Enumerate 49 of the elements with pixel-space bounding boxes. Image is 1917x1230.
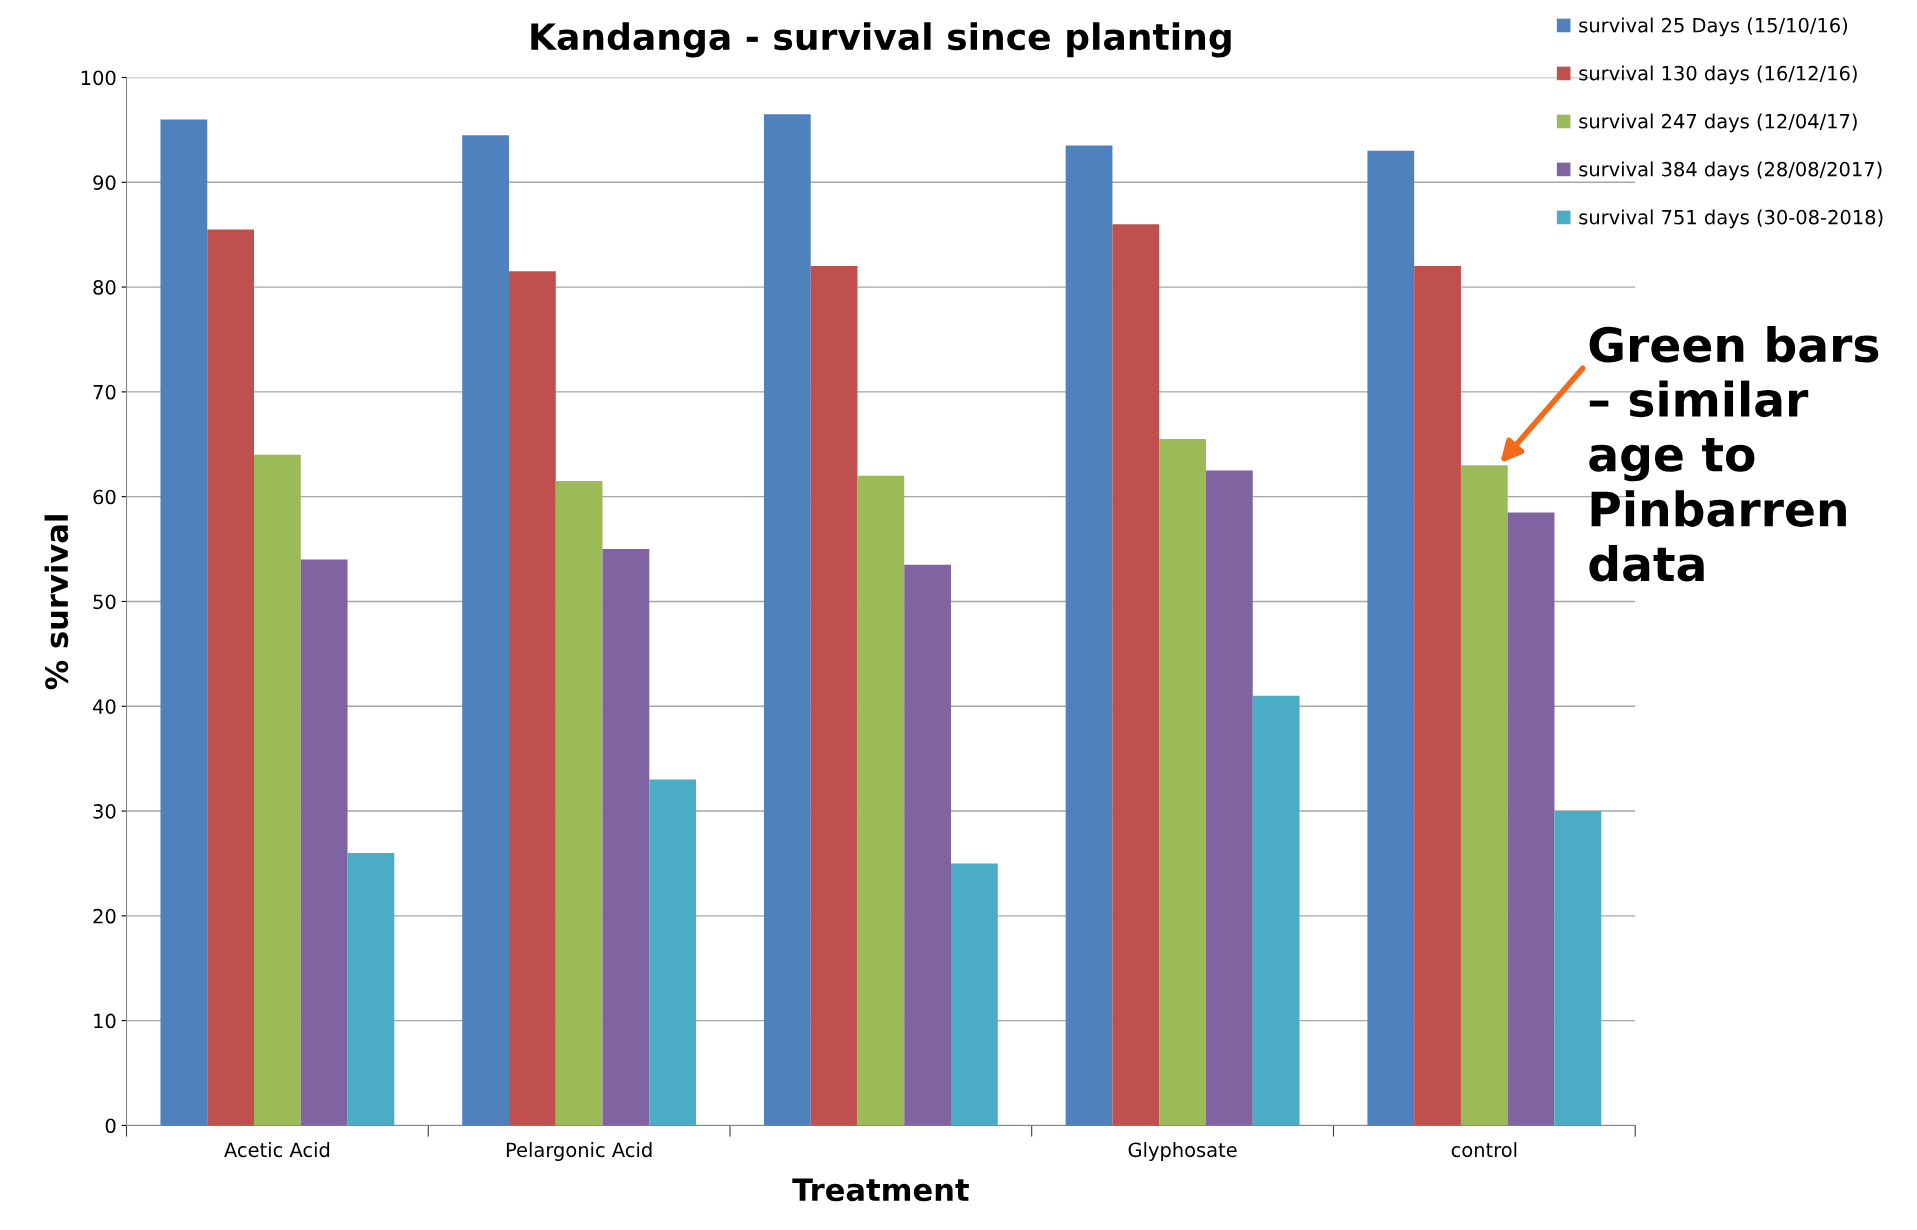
bar — [1554, 811, 1602, 1126]
bar — [1159, 439, 1206, 1126]
legend-label: survival 130 days (16/12/16) — [1579, 65, 1857, 85]
x-tick-label: Acetic Acid — [224, 1142, 330, 1158]
y-tick-label: 30 — [93, 804, 116, 819]
x-tick-label: control — [1451, 1142, 1517, 1158]
bar — [462, 135, 509, 1126]
y-tick-label: 40 — [93, 699, 116, 714]
y-tick-label: 60 — [93, 489, 116, 505]
y-tick-label: 90 — [93, 175, 116, 190]
bar — [1112, 224, 1160, 1126]
y-tick-label: 80 — [93, 280, 116, 295]
legend-label: survival 247 days (12/04/17) — [1579, 113, 1857, 133]
bar — [1252, 695, 1300, 1126]
bar — [1507, 512, 1555, 1126]
bar — [207, 229, 255, 1126]
bar — [300, 559, 348, 1126]
bar — [254, 454, 301, 1126]
y-tick-label: 100 — [81, 70, 116, 86]
legend-label: survival 25 Days (15/10/16) — [1579, 17, 1848, 37]
bar — [347, 852, 395, 1126]
bar — [602, 549, 650, 1126]
bar — [1065, 145, 1113, 1126]
bar — [857, 475, 905, 1126]
bar — [508, 271, 556, 1126]
legend-label: survival 384 days (28/08/2017) — [1579, 161, 1882, 181]
bar — [763, 114, 811, 1126]
bar — [1205, 470, 1253, 1126]
bar — [649, 779, 697, 1126]
y-tick-label: 10 — [94, 1013, 116, 1029]
legend-label: survival 751 days (30-08-2018) — [1579, 209, 1883, 229]
y-tick-label: 20 — [93, 908, 116, 924]
y-tick-label: 0 — [105, 1118, 116, 1134]
x-tick-label: Pelargonic Acid — [506, 1142, 652, 1161]
bar — [555, 480, 603, 1126]
bar — [810, 266, 858, 1126]
y-tick-label: 70 — [93, 384, 116, 400]
bar — [1460, 465, 1508, 1126]
y-tick-label: 50 — [93, 594, 116, 610]
chart-title: Kandanga - survival since planting — [531, 22, 1231, 58]
bar — [951, 863, 998, 1126]
bar — [1367, 150, 1415, 1126]
x-axis-title: Treatment — [792, 1178, 969, 1202]
x-tick-label: Glyphosate — [1128, 1142, 1237, 1161]
bar — [160, 119, 208, 1126]
annotation: Green bars – similar age to Pinbarren data — [1589, 325, 1879, 582]
bar — [904, 564, 952, 1126]
bar — [1414, 266, 1461, 1126]
y-axis-title: % survival — [44, 515, 69, 690]
